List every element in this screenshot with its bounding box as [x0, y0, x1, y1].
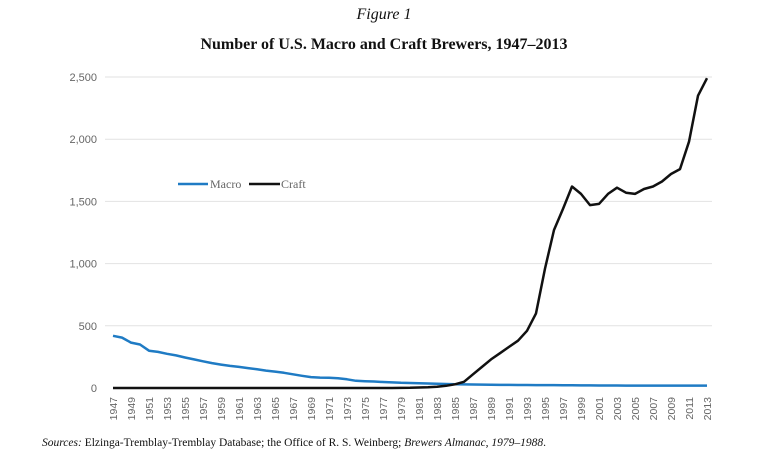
legend-craft-label: Craft [281, 177, 306, 191]
x-tick-label: 2013 [702, 397, 714, 421]
y-tick-label: 2,500 [69, 72, 97, 84]
x-tick-label: 1965 [270, 397, 282, 421]
x-tick-label: 1993 [522, 397, 534, 421]
x-tick-label: 1995 [540, 397, 552, 421]
sources-italic: Brewers Almanac, 1979–1988 [404, 437, 543, 449]
x-tick-label: 1955 [180, 397, 192, 421]
sources-text: Elzinga-Tremblay-Tremblay Database; the … [82, 437, 404, 449]
x-axis: 1947 1949 1951 1953 1955 1957 1959 1961 1963 1965… [108, 397, 714, 421]
legend: Macro Craft [178, 177, 306, 191]
x-tick-label: 1967 [288, 397, 300, 421]
y-tick-label: 1,500 [69, 196, 97, 208]
x-tick-label: 2001 [594, 397, 606, 421]
x-tick-label: 2003 [612, 397, 624, 421]
x-tick-label: 2009 [666, 397, 678, 421]
figure-label: Figure 1 [356, 6, 412, 23]
x-tick-label: 1987 [468, 397, 480, 421]
x-tick-label: 1989 [486, 397, 498, 421]
x-tick-label: 1991 [504, 397, 516, 421]
sources-suffix: . [543, 437, 546, 449]
x-tick-label: 1975 [360, 397, 372, 421]
x-tick-label: 1969 [306, 397, 318, 421]
x-tick-label: 1947 [108, 397, 120, 421]
x-tick-label: 1963 [252, 397, 264, 421]
x-tick-label: 1997 [558, 397, 570, 421]
y-tick-label: 500 [79, 321, 97, 333]
x-tick-label: 1977 [378, 397, 390, 421]
y-tick-label: 2,000 [69, 134, 97, 146]
x-tick-label: 1949 [126, 397, 138, 421]
x-tick-label: 1951 [144, 397, 156, 421]
legend-macro-label: Macro [210, 177, 241, 191]
chart-title: Number of U.S. Macro and Craft Brewers, … [200, 36, 567, 53]
x-tick-label: 2007 [648, 397, 660, 421]
sources-prefix: Sources: [42, 437, 82, 449]
series-line-craft [113, 77, 709, 390]
series-line-macro [112, 334, 707, 387]
gridlines [105, 76, 712, 327]
y-tick-label: 0 [91, 383, 97, 395]
x-tick-label: 1961 [234, 397, 246, 421]
x-tick-label: 1999 [576, 397, 588, 421]
x-tick-label: 1979 [396, 397, 408, 421]
x-tick-label: 1959 [216, 397, 228, 421]
x-tick-label: 2011 [684, 397, 696, 420]
x-tick-label: 1957 [198, 397, 210, 421]
x-tick-label: 1983 [432, 397, 444, 421]
y-tick-label: 1,000 [69, 259, 97, 271]
x-tick-label: 1971 [324, 397, 336, 421]
series-lines [112, 77, 709, 390]
x-tick-label: 2005 [630, 397, 642, 421]
x-tick-label: 1985 [450, 397, 462, 421]
x-tick-label: 1973 [342, 397, 354, 421]
y-axis: 0 500 1,000 1,500 2,000 2,500 [69, 72, 97, 395]
x-tick-label: 1981 [414, 397, 426, 421]
sources-note: Sources: Elzinga-Tremblay-Tremblay Datab… [42, 437, 546, 449]
x-tick-label: 1953 [162, 397, 174, 421]
